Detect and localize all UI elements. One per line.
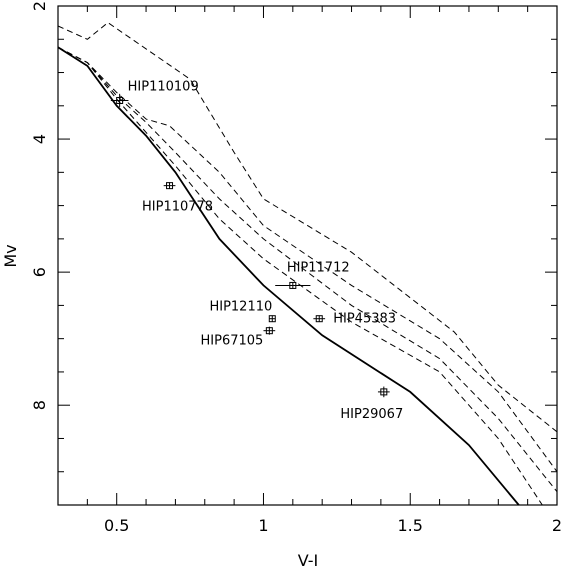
y-axis-label: Mv: [1, 244, 20, 267]
data-point-marker: [380, 388, 388, 396]
x-tick-label: 0.5: [104, 516, 129, 535]
y-tick-label: 2: [30, 1, 49, 11]
x-axis-label: V-I: [298, 551, 319, 570]
star-label: HIP11712: [287, 260, 350, 275]
isochrone-curves: [57, 21, 558, 506]
y-tick-label: 8: [30, 400, 49, 410]
data-point-marker: [166, 182, 174, 190]
data-point-marker: [265, 327, 273, 335]
star-label: HIP29067: [340, 407, 403, 422]
star-point-hip110778: HIP110778: [142, 182, 213, 215]
star-point-hip11712: HIP11712: [275, 260, 350, 289]
star-points: HIP110109 HIP110778 HIP11712 HIP12110 HIP671…: [110, 79, 403, 422]
y-tick-label: 6: [30, 267, 49, 277]
star-label: HIP67105: [201, 334, 264, 349]
data-point-marker: [116, 96, 124, 104]
plot-frame: [57, 5, 558, 506]
axis-tick-labels: 0.5 1 1.5 2 2 4 6 8: [30, 1, 562, 535]
x-tick-label: 2: [552, 516, 562, 535]
star-point-hip29067: HIP29067: [340, 386, 403, 422]
dashed-curve-3: [57, 46, 558, 493]
x-tick-label: 1: [258, 516, 268, 535]
star-label: HIP45383: [333, 312, 396, 327]
data-point-marker: [289, 281, 297, 289]
star-point-hip12110: HIP12110: [209, 300, 276, 323]
star-point-hip45383: HIP45383: [313, 312, 396, 327]
star-label: HIP110778: [142, 200, 213, 215]
star-label: HIP110109: [128, 79, 199, 94]
dashed-curve-5: [57, 21, 558, 433]
y-tick-label: 4: [30, 134, 49, 144]
data-point-marker: [268, 315, 276, 323]
data-point-marker: [315, 315, 323, 323]
star-point-hip67105: HIP67105: [201, 326, 276, 349]
dashed-curve-2: [57, 46, 543, 506]
x-tick-label: 1.5: [398, 516, 423, 535]
solid-curve-1: [57, 46, 520, 506]
axis-ticks: [57, 5, 558, 506]
star-label: HIP12110: [209, 300, 272, 315]
dashed-curve-4: [57, 46, 558, 472]
star-point-hip110109: HIP110109: [110, 79, 199, 108]
